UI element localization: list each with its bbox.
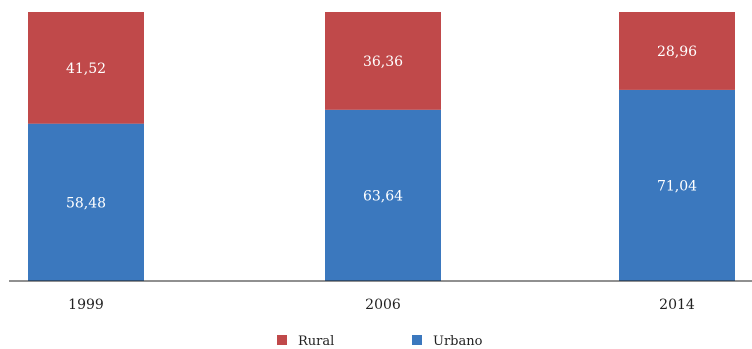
bar-rural-2006	[325, 12, 441, 110]
data-label-urbano-1999: 58,48	[66, 195, 106, 211]
bar-urbano-1999	[28, 123, 144, 281]
bar-urbano-2006	[325, 109, 441, 281]
data-label-rural-2014: 28,96	[657, 44, 697, 60]
data-label-urbano-2006: 63,64	[363, 188, 403, 204]
legend: Rural Urbano	[277, 334, 483, 349]
bar-rural-2014	[619, 12, 735, 90]
x-tick-label-2014: 2014	[659, 297, 695, 313]
legend-swatch-rural	[277, 335, 287, 345]
bar-urbano-2014	[619, 89, 735, 281]
data-label-urbano-2014: 71,04	[657, 178, 697, 194]
data-label-rural-2006: 36,36	[363, 54, 403, 70]
bar-rural-1999	[28, 12, 144, 124]
x-tick-label-1999: 1999	[68, 297, 104, 313]
legend-label-rural: Rural	[298, 334, 334, 349]
bars-layer: 58,48 41,52 63,64 36,36 71,04 28,96	[28, 12, 735, 281]
x-tick-label-2006: 2006	[365, 297, 401, 313]
x-tick-labels: 1999 2006 2014	[68, 297, 695, 313]
data-label-rural-1999: 41,52	[66, 61, 106, 77]
legend-label-urbano: Urbano	[433, 334, 483, 349]
legend-swatch-urbano	[412, 335, 422, 345]
